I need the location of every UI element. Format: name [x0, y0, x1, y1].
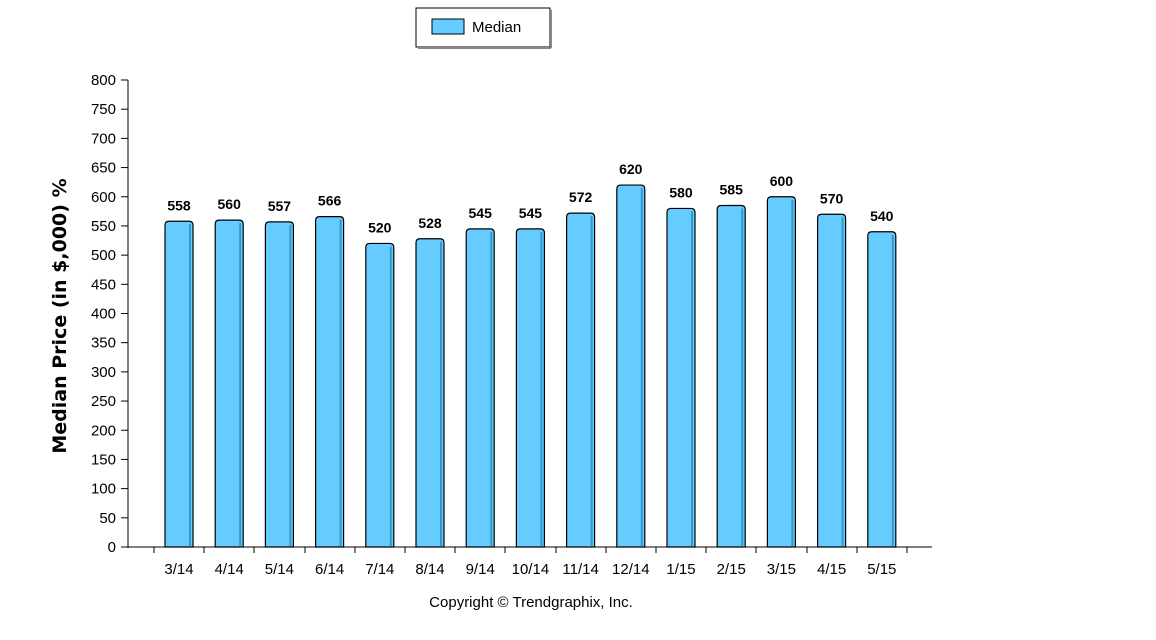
data-label: 585 — [720, 182, 744, 198]
x-axis: 3/14 4/14 5/14 6/14 7/14 8/14 9/14 10/14 11/14 12… — [128, 546, 932, 578]
data-label: 528 — [418, 215, 442, 231]
y-tick-label: 650 — [91, 160, 116, 177]
x-tick-label: 8/14 — [415, 561, 444, 578]
x-tick-label: 11/14 — [562, 561, 598, 578]
bar-4-14 — [214, 219, 244, 548]
bar-2-15 — [716, 204, 746, 548]
x-tick-label: 3/15 — [767, 561, 796, 578]
bar-3-15 — [766, 196, 796, 548]
data-label: 570 — [820, 190, 844, 206]
y-tick-label: 400 — [91, 306, 116, 323]
data-label: 620 — [619, 161, 643, 177]
legend-swatch — [431, 18, 465, 35]
x-tick-label: 6/14 — [315, 561, 344, 578]
bar-4-15 — [817, 213, 847, 548]
data-label: 540 — [870, 208, 894, 224]
x-tick-label: 4/14 — [215, 561, 244, 578]
bar-1-15 — [666, 207, 696, 548]
bar-3-14 — [164, 220, 194, 548]
y-tick-label: 150 — [91, 451, 116, 468]
y-tick-label: 450 — [91, 276, 116, 293]
y-tick-label: 600 — [91, 189, 116, 206]
bar-8-14 — [415, 238, 445, 548]
y-tick-label: 800 — [91, 72, 116, 89]
y-axis-label: Median Price (in $,000) % — [49, 178, 71, 453]
x-tick-label: 5/14 — [265, 561, 294, 578]
legend-label: Median — [472, 19, 521, 36]
y-tick-label: 250 — [91, 393, 116, 410]
y-tick-label: 100 — [91, 481, 116, 498]
y-tick-label: 0 — [108, 539, 116, 556]
data-label: 572 — [569, 189, 593, 205]
bars: 558 560 557 566 520 528 545 545 572 620 580 585 600 5… — [164, 161, 897, 548]
data-label: 566 — [318, 193, 342, 209]
legend: Median — [415, 7, 552, 49]
data-label: 545 — [469, 205, 493, 221]
data-label: 580 — [669, 184, 693, 200]
x-tick-label: 12/14 — [612, 561, 650, 578]
data-label: 560 — [218, 196, 242, 212]
x-tick-label: 10/14 — [512, 561, 550, 578]
x-tick-label: 3/14 — [164, 561, 193, 578]
x-tick-label: 4/15 — [817, 561, 846, 578]
bar-5-15 — [867, 231, 897, 548]
x-tick-label: 2/15 — [717, 561, 746, 578]
bar-12-14 — [616, 184, 646, 548]
x-tick-label: 7/14 — [365, 561, 394, 578]
y-tick-label: 350 — [91, 335, 116, 352]
bar-7-14 — [365, 242, 395, 548]
data-label: 545 — [519, 205, 543, 221]
y-axis: 0 50 100 150 200 250 300 350 400 450 500 550 600 650 7… — [91, 72, 129, 556]
copyright-text: Copyright © Trendgraphix, Inc. — [429, 594, 633, 611]
x-tick-label: 9/14 — [466, 561, 495, 578]
y-tick-label: 200 — [91, 422, 116, 439]
bar-5-14 — [264, 221, 294, 548]
bar-9-14 — [465, 228, 495, 548]
x-tick-label: 5/15 — [867, 561, 896, 578]
y-tick-label: 550 — [91, 218, 116, 235]
y-tick-label: 500 — [91, 247, 116, 264]
data-label: 600 — [770, 173, 794, 189]
bar-6-14 — [315, 215, 345, 548]
y-tick-label: 300 — [91, 364, 116, 381]
bar-10-14 — [515, 228, 545, 548]
data-label: 557 — [268, 198, 292, 214]
y-tick-label: 700 — [91, 130, 116, 147]
data-label: 520 — [368, 219, 392, 235]
x-tick-label: 1/15 — [666, 561, 695, 578]
y-tick-label: 750 — [91, 101, 116, 118]
bar-11-14 — [566, 212, 596, 548]
y-tick-label: 50 — [99, 510, 116, 527]
data-label: 558 — [167, 197, 191, 213]
